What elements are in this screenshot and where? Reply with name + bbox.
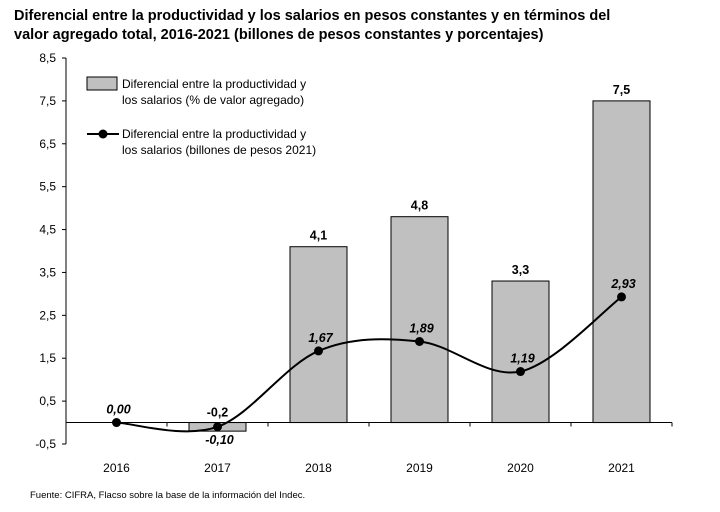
line-point-2020: [516, 367, 525, 377]
line-label-2020: 1,19: [510, 352, 534, 366]
y-tick-label: 7,5: [39, 94, 56, 108]
source-note: Fuente: CIFRA, Flacso sobre la base de l…: [30, 490, 306, 501]
y-tick-label: 6,5: [39, 137, 56, 151]
y-tick-label: 8,5: [39, 51, 56, 65]
legend-swatch-marker: [98, 129, 108, 139]
y-tick-label: 0,5: [39, 394, 56, 408]
line-label-2021: 2,93: [610, 277, 635, 291]
y-tick-label: 3,5: [39, 265, 56, 279]
x-tick-label: 2021: [608, 461, 635, 475]
y-tick-label: -0,5: [35, 437, 56, 451]
title-line-1: Diferencial entre la productividad y los…: [14, 8, 611, 24]
x-tick-label: 2016: [103, 461, 130, 475]
line-point-2021: [617, 292, 626, 302]
bar-label-2019: 4,8: [411, 199, 428, 213]
legend-label-line: Diferencial entre la productividad y: [122, 127, 306, 141]
line-series: [112, 292, 626, 433]
bar-label-2021: 7,5: [613, 83, 630, 97]
y-tick-label: 1,5: [39, 351, 56, 365]
title-line-2: valor agregado total, 2016-2021 (billone…: [14, 27, 544, 43]
line-label-2016: 0,00: [106, 403, 130, 417]
y-tick-label: 2,5: [39, 308, 56, 322]
y-tick-label: 5,5: [39, 180, 56, 194]
bar-label-2018: 4,1: [310, 229, 327, 243]
axes: 8,5 7,5 6,5 5,5 4,5 3,5 2,5 1,5 0,5 -0,5 2016 2017 2…: [35, 51, 673, 475]
x-tick-label: 2017: [204, 461, 231, 475]
legend-label-line: los salarios (billones de pesos 2021): [122, 143, 316, 157]
legend-label-bar: Diferencial entre la productividad y: [122, 77, 306, 91]
bar-2018: [289, 246, 348, 424]
bar-series: [188, 100, 651, 432]
legend-swatch-bar: [86, 76, 118, 91]
y-tick-label: 4,5: [39, 223, 56, 237]
line-label-2017: -0,10: [205, 433, 234, 447]
legend-label-bar: los salarios (% de valor agregado): [122, 93, 304, 107]
bar-2019: [390, 216, 449, 424]
line-point-2017: [213, 422, 222, 432]
line-label-2018: 1,67: [308, 331, 333, 345]
line-point-2018: [314, 346, 323, 356]
line-label-2019: 1,89: [409, 321, 433, 335]
line-point-2016: [112, 418, 121, 428]
data-labels: -0,2 4,1 4,8 3,3 7,5 0,00 -0,10 1,67 1,89 1,19 2,9…: [106, 83, 635, 447]
x-tick-label: 2019: [406, 461, 433, 475]
bar-2021: [592, 100, 651, 424]
legend: Diferencial entre la productividad y los …: [86, 76, 316, 157]
bar-label-2020: 3,3: [512, 263, 529, 277]
x-tick-label: 2018: [305, 461, 332, 475]
bar-2020: [491, 280, 550, 424]
bar-label-2017: -0,2: [207, 406, 229, 420]
x-tick-label: 2020: [507, 461, 534, 475]
chart-title: Diferencial entre la productividad y los…: [14, 7, 714, 45]
line-point-2019: [415, 336, 424, 346]
line-path: [116, 296, 623, 433]
